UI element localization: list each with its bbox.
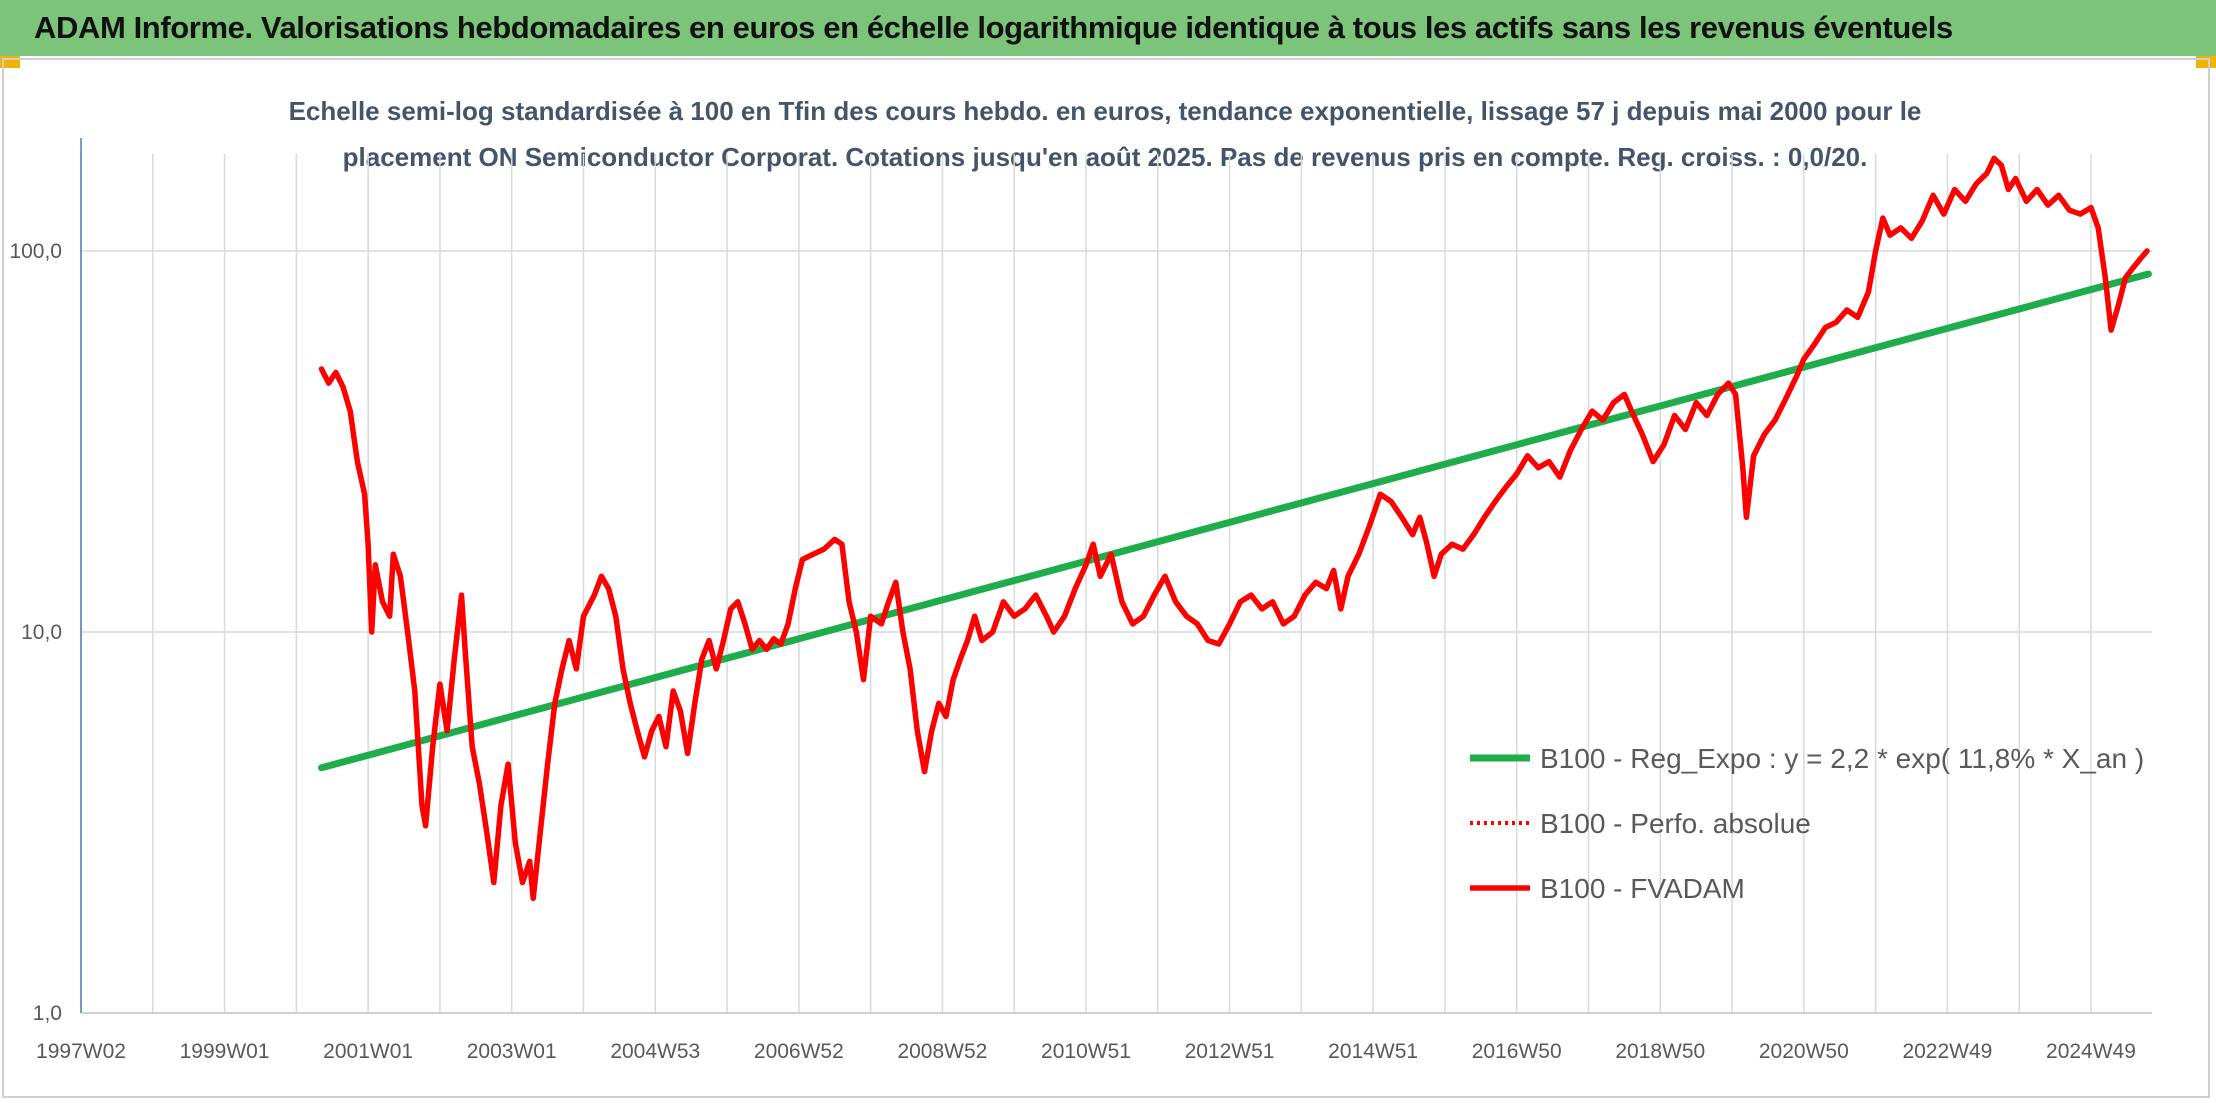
chart-frame (2, 58, 2210, 1098)
chart-subtitle-line2: placement ON Semiconductor Corporat. Cot… (342, 142, 1868, 172)
legend-label: B100 - Perfo. absolue (1540, 808, 1811, 839)
x-tick-label: 2020W50 (1759, 1040, 1849, 1063)
x-tick-label: 2018W50 (1615, 1040, 1705, 1063)
x-tick-label: 2003W01 (467, 1040, 557, 1063)
x-tick-label: 2001W01 (323, 1040, 413, 1063)
legend-label: B100 - FVADAM (1540, 873, 1745, 904)
x-tick-label: 2022W49 (1902, 1040, 1992, 1063)
x-tick-label: 1997W02 (36, 1040, 126, 1063)
x-tick-label: 2010W51 (1041, 1040, 1131, 1063)
x-tick-label: 2014W51 (1328, 1040, 1418, 1063)
x-tick-label: 2008W52 (897, 1040, 987, 1063)
axes: 1,0 10,0 100,0 1997W02 1999W01 2001W01 2003W01… (9, 138, 2152, 1063)
x-tick-label: 2006W52 (754, 1040, 844, 1063)
series-line-solid-red (318, 155, 2150, 902)
x-tick-label: 2004W53 (610, 1040, 700, 1063)
x-tick-label: 2024W49 (2046, 1040, 2136, 1063)
y-tick-label: 1,0 (33, 1002, 62, 1025)
chart-subtitle-line1: Echelle semi-log standardisée à 100 en T… (288, 96, 1922, 126)
legend: B100 - Reg_Expo : y = 2,2 * exp( 11,8% *… (1470, 743, 2144, 904)
x-tick-label: 2016W50 (1472, 1040, 1562, 1063)
series-line-solid-green (318, 270, 2152, 772)
x-tick-label: 1999W01 (180, 1040, 270, 1063)
series-lines (318, 155, 2152, 902)
y-tick-label: 10,0 (21, 621, 62, 644)
title-banner: ADAM Informe. Valorisations hebdomadaire… (0, 0, 2216, 56)
y-tick-label: 100,0 (9, 240, 62, 263)
legend-label: B100 - Reg_Expo : y = 2,2 * exp( 11,8% *… (1540, 743, 2144, 774)
x-tick-label: 2012W51 (1185, 1040, 1275, 1063)
report-title: ADAM Informe. Valorisations hebdomadaire… (34, 10, 1953, 45)
